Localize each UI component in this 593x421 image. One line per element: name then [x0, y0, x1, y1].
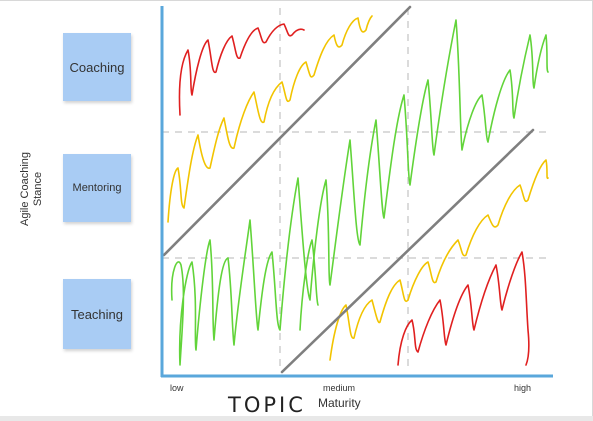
y-axis-label-wrap: Agile Coaching Stance — [12, 140, 52, 240]
sticky-note-mentoring[interactable]: Mentoring — [63, 154, 131, 222]
x-tick-medium: medium — [323, 383, 356, 393]
sticky-note-teaching[interactable]: Teaching — [63, 279, 131, 349]
yellow-scribble-zone — [167, 15, 549, 361]
red-scribble-zone — [178, 23, 530, 366]
divider-lower — [280, 128, 535, 374]
handwritten-topic-note: TOPIC — [228, 393, 306, 417]
frame-top-border — [0, 0, 593, 1]
axes — [160, 6, 553, 378]
grid-lines — [162, 8, 552, 372]
stance-dividers — [162, 5, 535, 374]
sticky-label-coaching: Coaching — [69, 59, 125, 75]
x-tick-low: low — [170, 383, 184, 393]
green-scribble-zone — [170, 19, 549, 366]
sticky-label-mentoring: Mentoring — [72, 182, 122, 194]
frame-bottom-border — [0, 416, 593, 421]
x-tick-high: high — [514, 383, 532, 393]
y-axis-label: Agile Coaching Stance — [19, 152, 44, 226]
x-axis-label: Maturity — [318, 396, 361, 410]
sticky-label-teaching: Teaching — [70, 306, 124, 322]
divider-upper — [162, 5, 412, 257]
sticky-note-coaching[interactable]: Coaching — [63, 33, 131, 101]
